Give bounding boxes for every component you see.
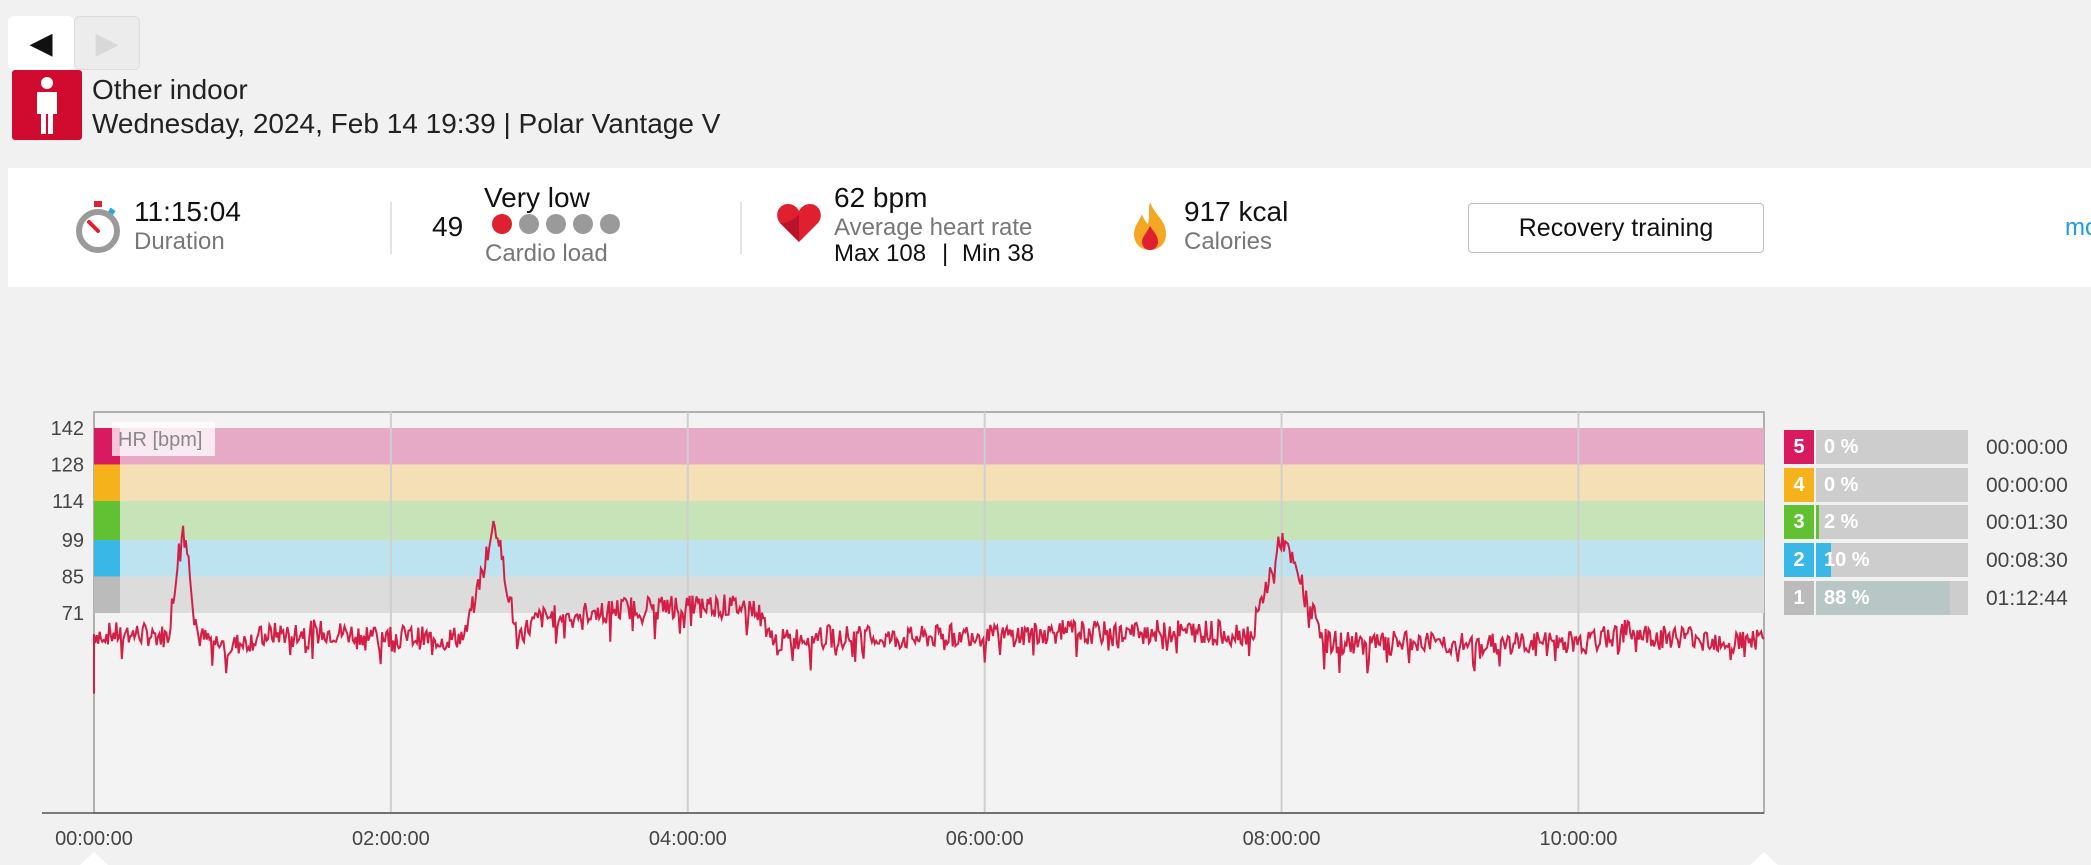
more-link[interactable]: mo (2065, 214, 2091, 241)
y-tick-label: 71 (62, 603, 84, 625)
zone-band-4 (94, 464, 1764, 501)
previous-button[interactable]: ◀ (8, 16, 74, 70)
cardio-load-level: Very low (484, 182, 590, 213)
zone-time: 00:00:00 (1986, 436, 2068, 459)
stopwatch-icon (74, 201, 122, 260)
x-tick-label: 06:00:00 (946, 828, 1024, 850)
y-axis-label: HR [bpm] (118, 429, 202, 451)
y-axis-label-box (112, 422, 215, 456)
zone-number: 1 (1784, 581, 1814, 615)
y-tick-label: 99 (62, 530, 84, 552)
cardio-dot (600, 214, 620, 234)
range-start-handle[interactable] (80, 852, 108, 865)
sport-name: Other indoor (92, 74, 248, 105)
divider (390, 202, 392, 254)
zone-bar: 0 % (1816, 468, 1968, 502)
zone-time: 01:12:44 (1986, 587, 2068, 610)
zone-bar: 88 % (1816, 581, 1968, 615)
x-tick-label: 00:00:00 (55, 828, 133, 850)
duration-value: 11:15:04 (134, 196, 241, 227)
zone-time: 00:00:00 (1986, 474, 2068, 497)
arrow-right-icon: ▶ (95, 26, 119, 60)
session-info: Wednesday, 2024, Feb 14 19:39 | Polar Va… (92, 108, 721, 139)
zone-marker-2 (94, 540, 120, 577)
y-tick-label: 128 (51, 454, 84, 476)
zone-band-1 (94, 576, 1764, 613)
training-benefit-button[interactable]: Recovery training (1468, 203, 1764, 253)
zone-percent: 88 % (1824, 587, 1870, 609)
zone-percent: 10 % (1824, 549, 1870, 571)
x-tick-label: 04:00:00 (649, 828, 727, 850)
cardio-dot (492, 214, 512, 234)
flame-icon (1130, 200, 1170, 257)
zone-number: 3 (1784, 505, 1814, 539)
zone-number: 2 (1784, 543, 1814, 577)
zone-percent: 2 % (1824, 511, 1859, 533)
zone-bar-fill (1816, 505, 1820, 539)
cardio-dot (519, 214, 539, 234)
cardio-load-value: 49 (432, 211, 464, 242)
min-heart-rate: Min 38 (962, 240, 1035, 267)
calories-value: 917 kcal (1184, 196, 1289, 227)
zone-band-3 (94, 500, 1764, 541)
zone-marker-4 (94, 464, 120, 501)
zone-bar-fill (1816, 543, 1832, 577)
x-tick-label: 02:00:00 (352, 828, 430, 850)
zone-percent: 0 % (1824, 436, 1859, 458)
x-tick-label: 08:00:00 (1243, 828, 1321, 850)
summary-bar: 11:15:04 Duration 49 Very low Cardio loa… (8, 168, 2091, 287)
next-button[interactable]: ▶ (74, 16, 140, 70)
max-heart-rate: Max 108 (834, 240, 927, 267)
cardio-dot (546, 214, 566, 234)
zone-time: 00:01:30 (1986, 511, 2068, 534)
range-end-handle[interactable] (1750, 852, 1778, 865)
avg-heart-rate-value: 62 bpm (834, 182, 928, 213)
arrow-left-icon: ◀ (29, 26, 53, 60)
y-tick-label: 85 (62, 567, 84, 589)
calories-label: Calories (1184, 228, 1273, 255)
y-tick-label: 114 (52, 491, 84, 513)
zone-band-2 (94, 540, 1764, 577)
cardio-load-label: Cardio load (485, 240, 608, 267)
zone-marker-1 (94, 576, 120, 613)
zone-number: 4 (1784, 468, 1814, 502)
zone-bar: 0 % (1816, 430, 1968, 464)
heart-icon (776, 202, 822, 249)
x-tick-label: 10:00:00 (1540, 828, 1618, 850)
y-tick-label: 142 (51, 418, 84, 440)
zone-time: 00:08:30 (1986, 549, 2068, 572)
divider (740, 202, 742, 254)
zone-number: 5 (1784, 430, 1814, 464)
zone-bar: 2 % (1816, 505, 1968, 539)
zone-percent: 0 % (1824, 474, 1859, 496)
person-icon (12, 70, 82, 140)
zone-bar-fill (1816, 581, 1950, 615)
zone-bar: 10 % (1816, 543, 1968, 577)
avg-heart-rate-label: Average heart rate (834, 214, 1033, 241)
heart-rate-series (93, 520, 1765, 694)
heart-rate-chart: 142 128 114 99 85 71 00:00:00 02:00:00 04:00:00… (42, 411, 1778, 865)
zone-band-5 (94, 428, 1764, 465)
duration-label: Duration (134, 228, 225, 255)
hr-divider: | (942, 240, 949, 267)
cardio-dot (573, 214, 593, 234)
zone-marker-3 (94, 500, 120, 541)
